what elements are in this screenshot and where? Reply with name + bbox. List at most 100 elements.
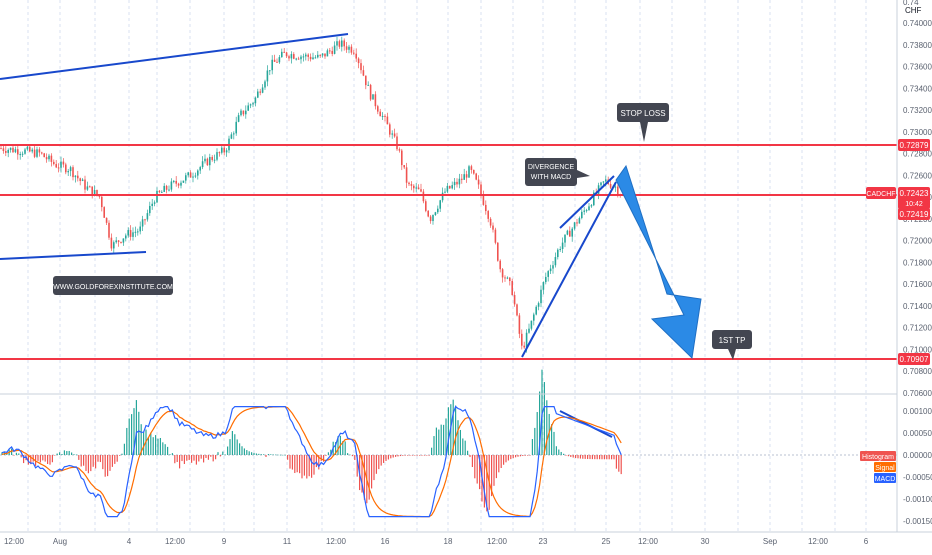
hist-bar-162 [390, 455, 392, 459]
candle-198 [475, 172, 477, 181]
hist-bar-133 [320, 455, 322, 461]
candle-107 [257, 88, 259, 99]
target-callout[interactable]: 1ST TP [712, 330, 752, 360]
upper-trend-line[interactable] [0, 33, 349, 80]
candle-143 [343, 38, 345, 51]
candle-55 [132, 227, 134, 241]
time-axis[interactable]: 12:00 Aug 4 12:00 9 11 12:00 16 18 12:00 23 25 12:00… [4, 537, 869, 546]
hist-bar-26 [63, 450, 65, 455]
hist-bar-79 [191, 455, 193, 463]
hist-bar-167 [402, 455, 404, 456]
hist-bar-23 [56, 453, 58, 455]
candle-14 [33, 144, 36, 159]
candle-223 [535, 305, 537, 316]
hist-bar-163 [392, 455, 394, 458]
candle-100 [240, 108, 242, 117]
candle-63 [151, 198, 153, 210]
candle-38 [91, 186, 93, 199]
hist-bar-61 [147, 437, 149, 455]
candle-171 [410, 181, 413, 191]
hist-bar-254 [611, 455, 613, 460]
hist-bar-238 [572, 455, 574, 458]
hist-bar-158 [380, 455, 382, 466]
hist-bar-208 [500, 455, 502, 469]
candle-24 [57, 163, 60, 173]
hist-bar-0 [1, 452, 3, 455]
hist-bar-105 [253, 452, 255, 455]
macd-legend: MACD [874, 473, 896, 483]
candle-206 [494, 227, 497, 245]
hist-bar-45 [109, 455, 111, 471]
candle-32 [77, 170, 79, 182]
price-tick-14: 0.71200 [903, 324, 932, 333]
candle-43 [103, 206, 105, 218]
candle-12 [29, 144, 31, 153]
candle-241 [578, 216, 581, 224]
hist-bar-224 [539, 391, 541, 455]
projection-arrow[interactable] [615, 164, 702, 360]
hist-bar-85 [205, 455, 207, 458]
hist-bar-111 [267, 454, 269, 455]
candle-164 [393, 128, 396, 138]
hist-bar-90 [217, 452, 219, 455]
candle-218 [523, 341, 525, 349]
stop-loss-callout[interactable]: STOP LOSS [617, 103, 669, 142]
hist-bar-215 [517, 455, 519, 457]
wedge-lower-line[interactable] [521, 181, 617, 358]
hist-bar-128 [308, 455, 310, 477]
website-callout[interactable]: WWW.GOLDFOREXINSTITUTE.COM [53, 276, 173, 295]
price-tick-7: 0.72600 [903, 171, 932, 180]
candle-153 [367, 81, 369, 86]
hist-bar-41 [99, 455, 101, 463]
hist-bar-160 [385, 455, 387, 461]
hist-bar-195 [469, 455, 471, 458]
histogram-legend: Histogram [860, 451, 896, 461]
hist-bar-118 [284, 454, 286, 456]
hist-bar-96 [231, 430, 233, 455]
candle-49 [117, 240, 120, 247]
hist-bar-21 [51, 455, 53, 463]
hist-bar-135 [325, 455, 327, 456]
candle-33 [79, 177, 81, 186]
hist-bar-164 [395, 455, 397, 457]
hist-bar-22 [54, 455, 56, 456]
hist-bar-258 [620, 455, 622, 475]
hist-bar-72 [174, 455, 176, 464]
vertical-grid [27, 0, 867, 532]
macd-axis[interactable]: 0.00100 0.00050 0.00000 -0.00050 -0.00100 -0.… [903, 407, 932, 526]
hist-bar-219 [527, 455, 529, 456]
hist-bar-140 [337, 436, 339, 455]
hist-bar-92 [222, 451, 224, 455]
candle-106 [254, 96, 257, 107]
wedge-upper-line[interactable] [559, 175, 615, 229]
hist-bar-185 [445, 418, 447, 455]
candle-109 [261, 84, 264, 94]
svg-text:0.72419: 0.72419 [900, 210, 929, 219]
candle-180 [432, 214, 434, 225]
time-tick-10: 23 [539, 537, 548, 546]
candle-175 [420, 183, 422, 193]
candle-128 [307, 53, 309, 62]
candle-121 [290, 51, 293, 64]
lower-trend-line[interactable] [0, 251, 147, 260]
macd-divergence-line[interactable] [559, 410, 613, 438]
svg-text:Signal: Signal [875, 465, 895, 472]
candle-212 [509, 277, 511, 286]
hist-bar-192 [462, 438, 464, 455]
price-tick-10: 0.72000 [903, 237, 932, 246]
hist-bar-154 [371, 455, 373, 489]
hist-bar-115 [277, 454, 279, 456]
candle-246 [590, 204, 593, 208]
candle-85 [204, 154, 206, 164]
hist-bar-184 [443, 424, 445, 455]
hist-bar-16 [39, 455, 41, 463]
hist-bar-181 [435, 427, 437, 455]
divergence-callout[interactable]: DIVERGENCE WITH MACD [525, 158, 590, 186]
hist-bar-35 [85, 455, 87, 471]
candle-168 [403, 165, 405, 170]
hist-bar-4 [11, 448, 13, 455]
candle-178 [427, 209, 429, 218]
hist-bar-30 [73, 454, 75, 455]
